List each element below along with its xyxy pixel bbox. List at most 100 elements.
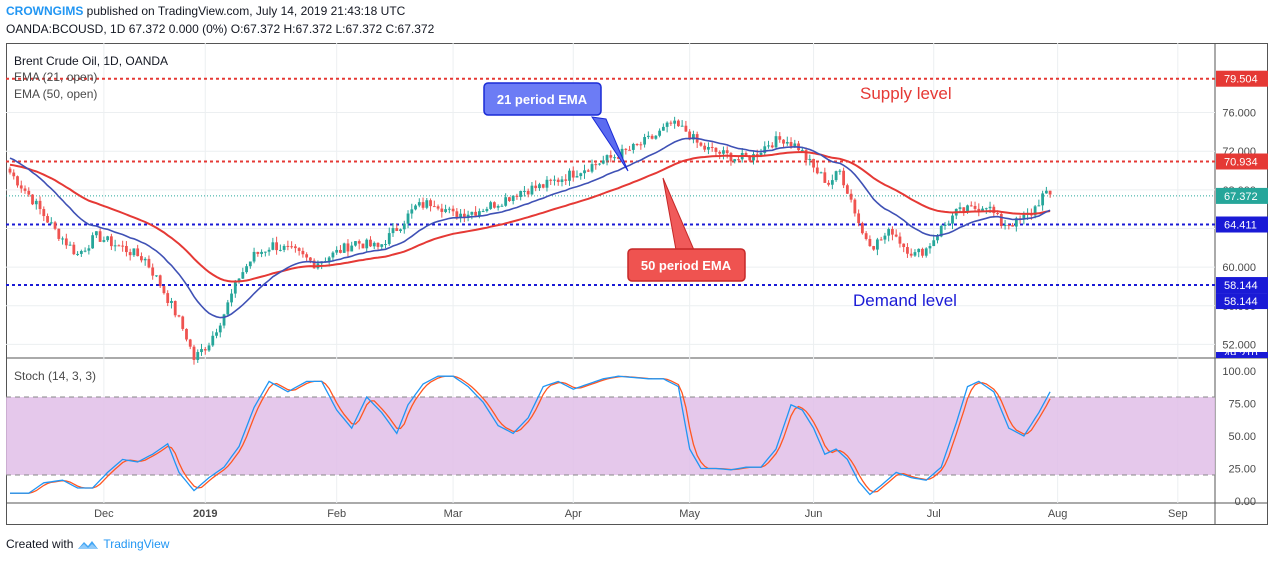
candle-body [883,235,887,240]
candle-body [545,179,549,188]
candle-body [102,240,106,242]
candle-body [748,155,752,161]
x-tick-label: Feb [327,508,346,520]
candle-body [34,200,38,205]
candle-body [996,213,999,215]
candle-body [429,200,432,207]
candle-body [113,245,117,247]
candle-body [350,245,354,252]
callout-pointer [590,116,629,172]
candle-body [891,229,894,235]
callout-box [483,82,602,116]
candle-body [939,226,943,237]
candle-body [928,246,932,249]
candle-body [155,275,158,277]
price-tag-supply-top-bg [1216,70,1268,87]
candle-body [733,159,737,162]
y-tick-label: 76.000 [1222,108,1256,120]
candle-body [676,120,680,127]
candle-body [628,149,631,151]
candle-body [857,213,861,224]
candle-body [16,176,19,186]
candle-body [342,243,346,253]
candle-body [335,249,339,253]
candle-body [222,314,226,326]
candle-body [605,155,609,161]
candle-body [598,163,601,165]
candle-body [526,190,530,195]
candle-body [380,244,384,247]
publish-text: published on TradingView.com, July 14, 2… [86,4,406,18]
author-name[interactable]: CROWNGIMS [6,4,84,18]
candle-body [556,179,560,183]
candle-body [121,245,125,247]
candle-body [530,185,534,195]
candle-body [541,184,545,188]
candle-body [977,208,981,212]
stoch-tick-label: 50.00 [1228,431,1256,443]
candle-body [489,202,493,209]
tradingview-link[interactable]: TradingView [103,537,170,551]
candle-body [293,246,297,249]
candle-body [354,241,357,246]
candle-body [838,170,842,172]
candle-body [586,170,590,172]
candle-body [534,185,538,189]
candle-body [646,135,650,138]
candle-body [132,248,136,256]
candle-body [278,249,282,251]
price-chart[interactable]: Brent Crude Oil, 1D, OANDA EMA (21, open)… [6,43,1268,525]
candle-body [999,213,1003,227]
candle-body [365,239,369,249]
legend-title: Brent Crude Oil, 1D, OANDA [14,54,168,68]
candle-body [778,136,782,140]
candle-body [924,248,928,256]
candle-body [339,249,342,253]
candle-body [185,328,188,340]
candle-body [207,345,211,351]
candle-body [658,130,662,136]
candle-body [579,173,583,177]
candle-body [42,209,46,217]
candle-body [248,261,252,267]
candle-body [91,235,95,249]
candle-body [549,179,553,181]
candle-body [410,209,414,214]
candle-body [1022,214,1026,220]
candle-body [759,152,763,157]
candle-body [109,236,113,247]
price-tag-extra-1-bg [1216,187,1268,204]
ema21-callout: 21 period EMA [483,82,629,172]
x-tick-label: Aug [1048,508,1068,520]
candle-body [966,205,969,213]
candle-body [508,197,511,201]
candle-body [72,244,76,255]
candle-body [849,193,853,200]
candle-body [853,199,857,214]
candle-body [1041,193,1045,206]
candle-body [237,278,241,282]
candle-body [515,195,519,197]
candle-body [707,146,710,150]
candle-body [447,208,451,210]
y-tick-label: 52.000 [1222,339,1256,351]
candle-body [1037,205,1041,207]
candle-body [538,184,541,189]
candle-body [275,242,279,251]
candle-body [722,150,725,154]
candle-body [688,131,692,140]
candle-body [260,251,263,254]
candle-body [68,244,72,246]
candle-body [444,209,447,212]
candle-body [616,157,620,159]
candle-body [725,150,729,154]
candle-body [425,200,429,208]
candle-body [173,300,177,316]
candle-body [53,222,57,229]
stoch-k-line [10,375,1051,496]
candle-body [406,213,410,224]
candle-body [125,245,128,253]
bottom-tag-bg [1216,352,1268,358]
candle-body [327,257,331,262]
stoch-tick-label: 0.00 [1235,496,1256,508]
